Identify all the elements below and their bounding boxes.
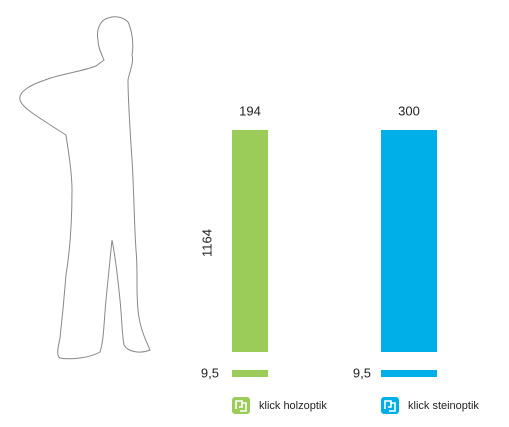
person-silhouette [19, 16, 151, 360]
panel-edge [232, 370, 268, 377]
width-label: 194 [239, 103, 261, 118]
panel-edge [381, 370, 437, 377]
thickness-label: 9,5 [201, 365, 219, 380]
height-label: 1164 [199, 229, 214, 257]
thickness-label: 9,5 [353, 365, 371, 380]
panel-front [381, 130, 437, 352]
legend-icon [381, 397, 399, 414]
legend-label: klick steinoptik [408, 400, 479, 412]
legend-icon [232, 397, 250, 414]
width-label: 300 [398, 103, 420, 118]
panel-front [232, 130, 268, 352]
legend-label: klick holzoptik [259, 400, 327, 412]
